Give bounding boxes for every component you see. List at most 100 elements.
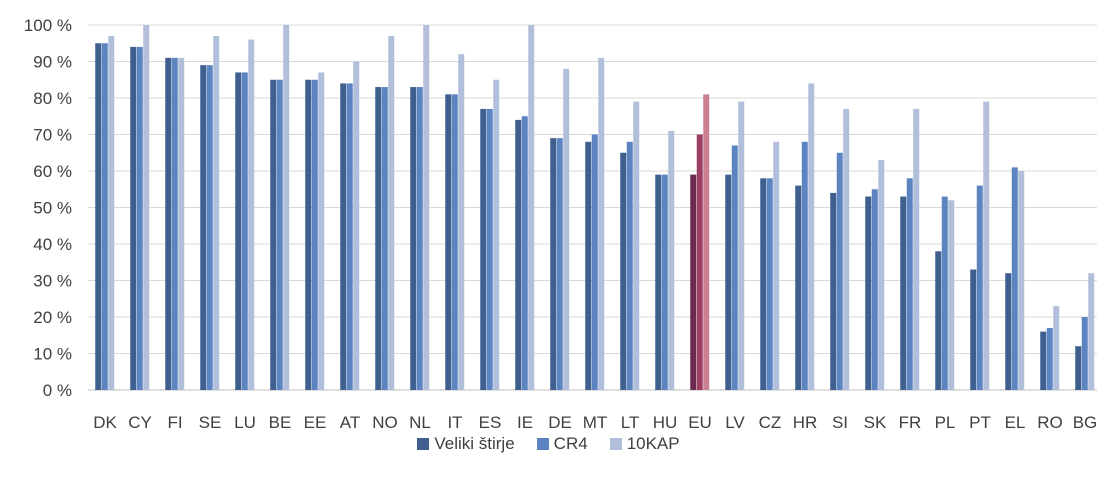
legend-item-10kap[interactable]: 10KAP xyxy=(609,434,680,454)
x-tick-label: HU xyxy=(653,413,678,432)
bar-ro-2 xyxy=(1046,327,1053,390)
bar-dk-3 xyxy=(108,35,115,390)
bar-hr-3 xyxy=(808,83,815,391)
bar-ro-1 xyxy=(1040,331,1047,390)
x-tick-label: BG xyxy=(1073,413,1097,432)
bar-hr-1 xyxy=(795,185,802,390)
bar-cy-3 xyxy=(143,25,150,390)
bar-sk-1 xyxy=(865,196,872,390)
bar-es-3 xyxy=(493,79,500,390)
bar-fi-1 xyxy=(165,57,172,390)
x-tick-label: MT xyxy=(583,413,608,432)
y-tick-label: 100 % xyxy=(24,16,72,35)
bar-at-3 xyxy=(353,61,360,390)
bar-ie-3 xyxy=(528,25,535,390)
y-axis: 0 % 10 % 20 % 30 % 40 % 50 % 60 % 70 % 80 % 90 % 1… xyxy=(24,16,72,400)
x-tick-label: NL xyxy=(409,413,431,432)
x-tick-label: ES xyxy=(479,413,502,432)
y-tick-label: 50 % xyxy=(33,199,72,218)
y-tick-label: 10 % xyxy=(33,345,72,364)
legend-swatch xyxy=(609,438,622,450)
y-tick-label: 80 % xyxy=(33,89,72,108)
x-tick-label: SI xyxy=(832,413,848,432)
legend-item-cr4[interactable]: CR4 xyxy=(536,434,588,454)
bar-bg-2 xyxy=(1081,317,1088,390)
x-tick-label: FR xyxy=(899,413,922,432)
x-tick-label: NO xyxy=(372,413,398,432)
x-tick-label: SK xyxy=(864,413,887,432)
bar-pl-2 xyxy=(941,196,948,390)
x-tick-label: DE xyxy=(548,413,572,432)
bar-fr-2 xyxy=(906,178,913,390)
bar-nl-3 xyxy=(423,25,430,390)
x-tick-label: CZ xyxy=(759,413,782,432)
bar-lt-2 xyxy=(626,141,633,390)
bar-pl-3 xyxy=(948,200,955,390)
bar-sk-3 xyxy=(878,160,885,390)
bar-el-3 xyxy=(1018,171,1025,390)
bars xyxy=(95,25,1095,391)
bar-eu-1 xyxy=(690,174,697,390)
bar-hu-3 xyxy=(668,130,675,390)
bar-dk-2 xyxy=(101,43,108,390)
legend-label: CR4 xyxy=(553,434,588,453)
x-tick-label: IE xyxy=(517,413,533,432)
x-tick-label: LV xyxy=(725,413,745,432)
bar-el-2 xyxy=(1011,167,1018,390)
bar-si-2 xyxy=(836,152,843,390)
y-tick-label: 20 % xyxy=(33,308,72,327)
x-tick-label: SE xyxy=(199,413,222,432)
bar-lu-1 xyxy=(235,72,242,390)
bar-lu-3 xyxy=(248,39,255,390)
bar-fr-1 xyxy=(900,196,907,390)
bar-ie-2 xyxy=(521,116,528,390)
y-tick-label: 40 % xyxy=(33,235,72,254)
bar-bg-1 xyxy=(1075,346,1082,390)
bar-mt-1 xyxy=(585,141,592,390)
bar-si-3 xyxy=(843,108,850,390)
y-tick-label: 0 % xyxy=(43,381,72,400)
bar-se-2 xyxy=(206,65,213,391)
y-tick-label: 90 % xyxy=(33,53,72,72)
bar-no-1 xyxy=(375,87,382,391)
legend-item-veliki-stirje[interactable]: Veliki štirje xyxy=(417,434,515,454)
bar-es-1 xyxy=(480,108,487,390)
bar-at-1 xyxy=(340,83,347,391)
x-tick-label: PT xyxy=(969,413,991,432)
x-tick-label: EU xyxy=(688,413,712,432)
x-tick-label: BE xyxy=(269,413,292,432)
bar-lv-1 xyxy=(725,174,732,390)
bar-pt-1 xyxy=(970,269,977,390)
bar-fi-2 xyxy=(171,57,178,390)
legend: Veliki štirje CR4 10KAP xyxy=(0,434,1097,454)
bar-ee-2 xyxy=(311,79,318,390)
bar-eu-3 xyxy=(703,94,710,390)
bar-bg-3 xyxy=(1088,273,1095,390)
bar-sk-2 xyxy=(871,189,878,390)
bar-fr-3 xyxy=(913,108,920,390)
bar-el-1 xyxy=(1005,273,1012,390)
bar-it-2 xyxy=(451,94,458,390)
bar-at-2 xyxy=(346,83,353,391)
bar-ee-1 xyxy=(305,79,312,390)
x-tick-label: HR xyxy=(793,413,818,432)
bar-se-3 xyxy=(213,35,220,390)
bar-hu-1 xyxy=(655,174,662,390)
x-tick-label: RO xyxy=(1037,413,1063,432)
y-tick-label: 30 % xyxy=(33,272,72,291)
bar-be-1 xyxy=(270,79,277,390)
bar-it-1 xyxy=(445,94,452,390)
bar-pt-2 xyxy=(976,185,983,390)
legend-label: Veliki štirje xyxy=(434,434,515,453)
bar-nl-1 xyxy=(410,87,417,391)
bar-cz-3 xyxy=(773,141,780,390)
bar-lt-1 xyxy=(620,152,627,390)
bar-no-3 xyxy=(388,35,395,390)
bar-ie-1 xyxy=(515,119,522,391)
bar-si-1 xyxy=(830,192,837,390)
bar-lv-3 xyxy=(738,101,745,391)
x-tick-label: FI xyxy=(167,413,182,432)
bar-fi-3 xyxy=(178,57,185,390)
bar-de-1 xyxy=(550,138,557,390)
